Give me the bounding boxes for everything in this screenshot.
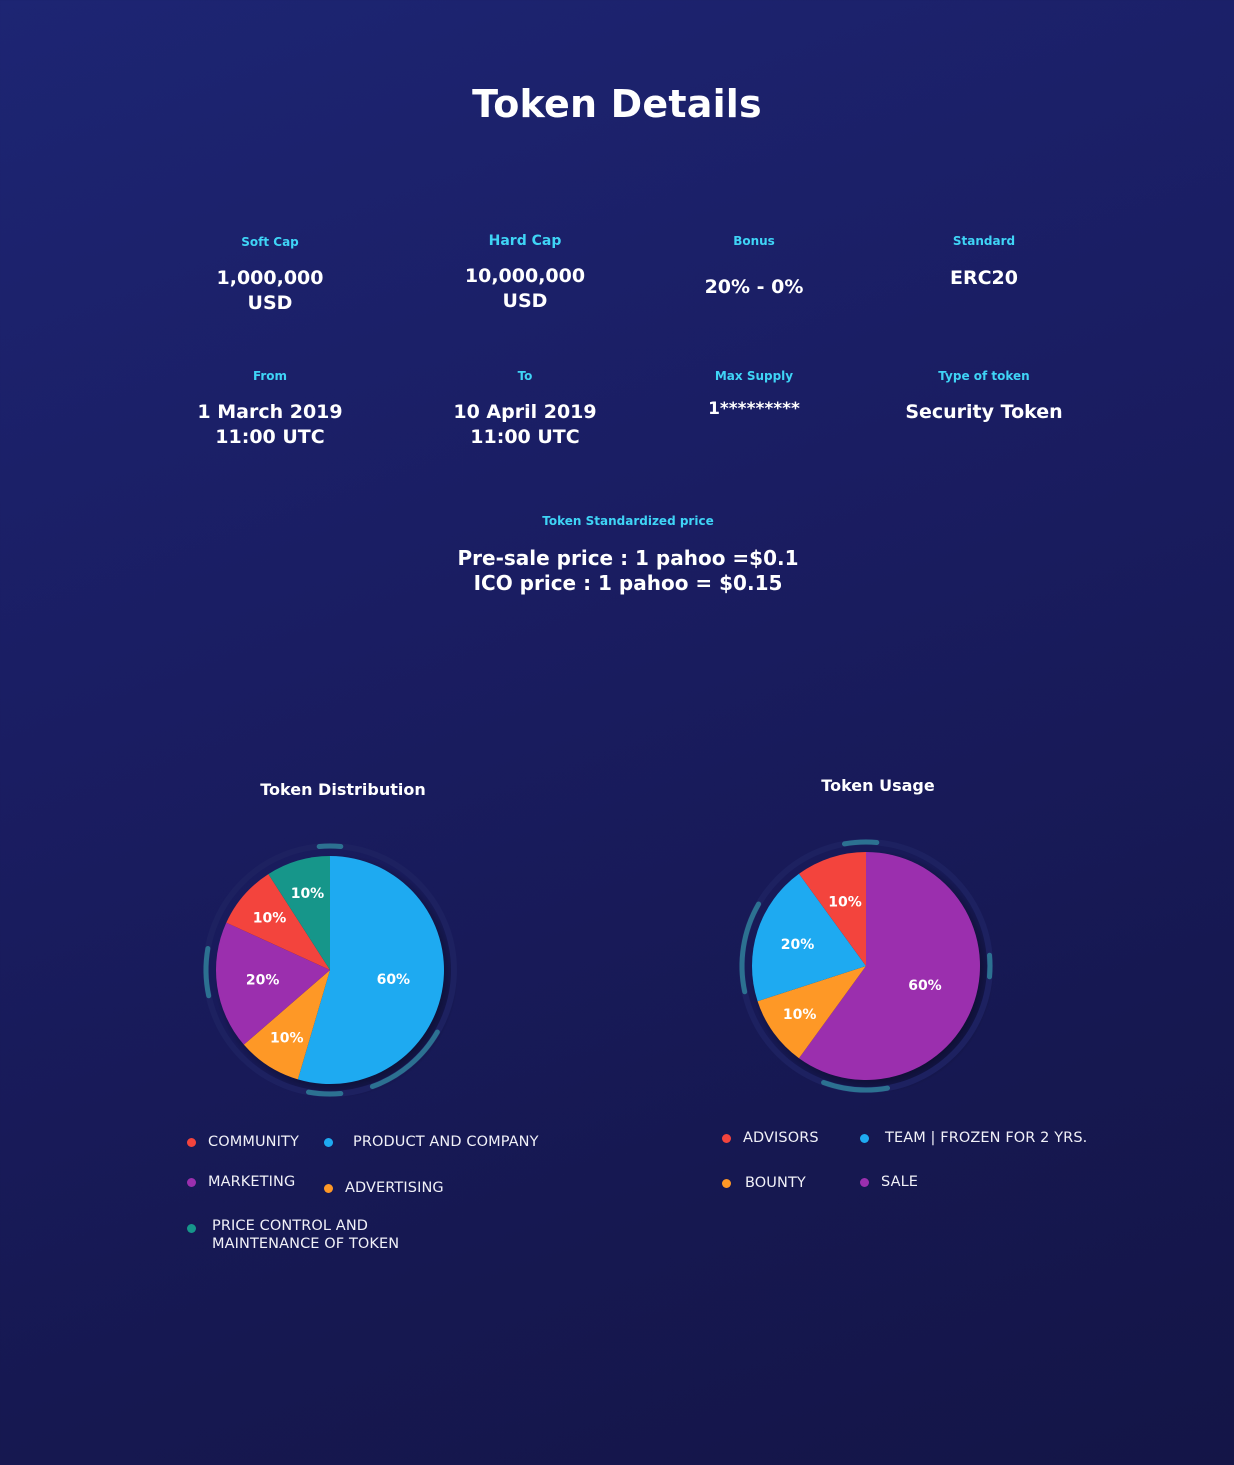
legend-advertising: ADVERTISING [324,1179,444,1197]
pie-ring-accent [369,1029,440,1090]
pie-slice [752,873,866,1002]
legend-dot [187,1224,196,1233]
pie-slice [798,852,866,966]
token-usage-pie: 60% 10% 20% 10% [739,839,994,1094]
standard-label: Standard [952,234,1016,248]
legend-dot [722,1179,731,1188]
pie-slice-label: 10% [270,1030,304,1046]
legend-label: SALE [881,1174,919,1190]
pie-slice-label: 10% [783,1007,817,1023]
from-block: From 1 March 2019 11:00 UTC [160,369,380,450]
legend-label: ADVERTISING [345,1180,444,1196]
legend-label: MARKETING [208,1174,296,1190]
legend-label: TEAM | FROZEN FOR 2 YRS. [885,1130,1088,1146]
pie-ring-accent [821,1080,891,1093]
presale-price: Pre-sale price : 1 pahoo =$0.1 [457,546,799,570]
pie-slice-label: 10% [253,911,287,927]
legend-label: PRODUCT AND COMPANY [353,1134,539,1150]
pie-slice [268,856,330,970]
token-type-label: Type of token [938,369,1030,383]
hard-cap-label: Hard Cap [488,233,562,249]
from-value: 1 March 2019 11:00 UTC [197,401,343,448]
legend-label: ADVISORS [743,1130,819,1146]
pie-slice [226,874,330,970]
legend-dot [860,1134,869,1143]
pie-slice [757,966,866,1059]
token-type-block: Type of token Security Token [874,369,1094,425]
bonus-value: 20% - 0% [704,276,804,298]
pie-slice [215,922,330,1045]
legend-label: COMMUNITY [208,1134,299,1150]
distribution-chart-title: Token Distribution [260,780,426,799]
legend-marketing: MARKETING [187,1173,295,1191]
pie-slice [243,970,330,1080]
page-title: Token Details [472,82,762,126]
price-block: Token Standardized price Pre-sale price … [0,514,1234,596]
pie-slice-label: 20% [781,937,815,953]
to-label: To [517,369,533,383]
standard-value: ERC20 [950,267,1018,289]
to-block: To 10 April 2019 11:00 UTC [415,369,635,450]
token-distribution-pie: 60%10%20%10%10% [203,843,458,1098]
pie-slice-label: 60% [908,978,942,994]
soft-cap-block: Soft Cap 1,000,000 USD [160,235,380,316]
legend-label: BOUNTY [745,1175,806,1191]
max-supply-block: Max Supply 1********* [644,369,864,422]
soft-cap-label: Soft Cap [241,235,299,249]
legend-product-and-company: PRODUCT AND COMPANY [324,1133,539,1151]
price-label: Token Standardized price [542,514,714,528]
legend-dot [187,1138,196,1147]
pie-ring-accent [305,1089,344,1097]
token-type-value: Security Token [905,401,1063,423]
legend-dot [324,1138,333,1147]
legend-label: PRICE CONTROL AND MAINTENANCE OF TOKEN [212,1218,400,1252]
pie-slice [297,856,444,1084]
legend-bounty: BOUNTY [722,1174,806,1192]
pie-ring-accent [841,839,880,847]
hard-cap-block: Hard Cap 10,000,000 USD [415,234,635,314]
legend-dot [860,1178,869,1187]
legend-price-control: PRICE CONTROL AND MAINTENANCE OF TOKEN [187,1217,399,1253]
pie-slice [798,852,980,1080]
standard-block: Standard ERC20 [874,234,1094,291]
from-label: From [252,369,288,383]
bonus-label: Bonus [733,234,775,248]
to-value: 10 April 2019 11:00 UTC [453,401,597,448]
soft-cap-value: 1,000,000 USD [216,267,324,314]
bonus-block: Bonus 20% - 0% [644,234,864,300]
legend-community: COMMUNITY [187,1133,299,1151]
pie-ring-accent [739,901,762,995]
max-supply-value: 1********* [708,399,800,419]
pie-slice-label: 10% [828,894,862,910]
legend-sale: SALE [860,1173,918,1191]
pie-slice-label: 20% [246,973,280,989]
pie-slice-label: 10% [291,886,325,902]
legend-advisors: ADVISORS [722,1129,819,1147]
usage-chart-title: Token Usage [821,776,935,795]
pie-ring-accent [203,945,212,999]
legend-dot [722,1134,731,1143]
ico-price: ICO price : 1 pahoo = $0.15 [473,571,783,595]
pie-slice-label: 60% [377,972,411,988]
legend-team: TEAM | FROZEN FOR 2 YRS. [860,1129,1087,1147]
legend-dot [187,1178,196,1187]
max-supply-label: Max Supply [714,369,794,383]
legend-dot [324,1184,333,1193]
hard-cap-value: 10,000,000 USD [464,265,586,312]
